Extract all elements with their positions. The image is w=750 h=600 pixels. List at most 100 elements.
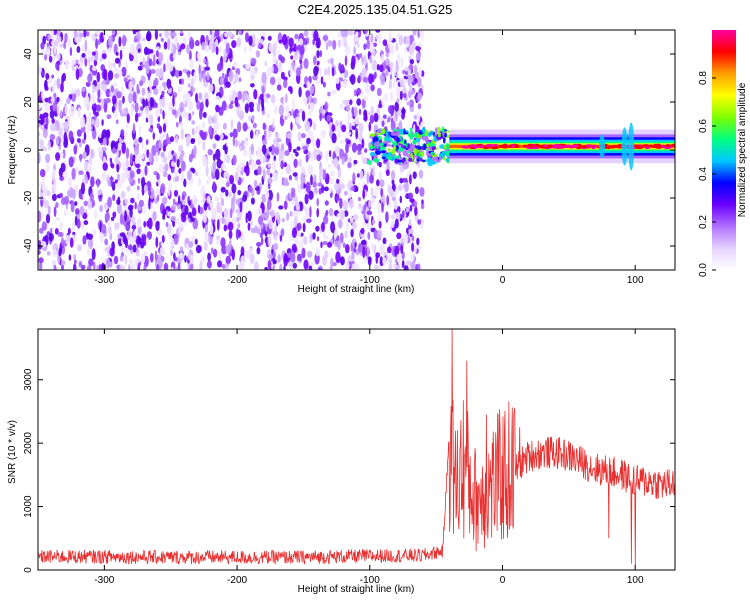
spectrogram-cell <box>349 216 354 224</box>
spectrogram-cell <box>99 32 105 43</box>
spectrogram-cell <box>81 53 86 58</box>
spectrogram-cell <box>53 41 59 47</box>
y-tick-label: 0 <box>23 147 34 153</box>
spectrogram-cell <box>391 170 396 181</box>
spectrogram-cell <box>226 142 229 147</box>
spectrogram-cell <box>407 75 411 87</box>
y-tick-label: 3000 <box>23 368 34 391</box>
spectrogram-cell <box>409 204 413 212</box>
spectrogram-cell <box>107 70 114 81</box>
spectrogram-cell <box>379 64 384 73</box>
spectrogram-cell <box>242 122 248 132</box>
spectrogram-cell <box>49 109 55 120</box>
spectrogram-cell <box>398 120 403 132</box>
spectrogram-cell <box>182 36 187 45</box>
spectrogram-core <box>573 144 579 148</box>
y-tick-label: -40 <box>23 238 34 253</box>
spectrogram-cell <box>379 146 386 151</box>
spectrogram-cell <box>150 69 156 74</box>
spectrogram-cell <box>252 122 257 129</box>
spectrogram-cell <box>289 86 293 95</box>
spectrogram-cell <box>384 93 388 102</box>
colorbar-tick-label: 0.0 <box>698 263 709 277</box>
spectrogram-cell <box>358 122 364 133</box>
spectrogram-cell <box>382 114 387 119</box>
spectrogram-cell <box>90 55 94 63</box>
spectrogram-core <box>513 145 520 148</box>
spectrogram-cell <box>339 256 345 266</box>
spectrogram-cell <box>122 108 126 115</box>
spectrogram-cell <box>128 258 133 264</box>
x-tick-label: -100 <box>360 275 380 286</box>
spectrogram-cell <box>351 124 357 131</box>
spectrogram-cell <box>406 101 411 106</box>
spectrogram-cell <box>283 255 289 267</box>
spectrogram-cell <box>382 39 388 47</box>
spectrogram-cell <box>176 158 180 168</box>
spectrogram-cell <box>331 133 337 144</box>
spectrogram-cell <box>306 137 311 145</box>
spectrogram-cell <box>270 209 276 218</box>
spectrogram-cell <box>62 149 66 159</box>
spectrogram-cell <box>296 116 300 124</box>
spectrogram-cell <box>112 211 117 218</box>
spectrogram-cell <box>59 43 65 48</box>
spectrogram-cell <box>327 241 332 248</box>
spectrogram-cell <box>352 172 356 183</box>
spectrogram-cell <box>375 150 381 155</box>
spectrogram-cell <box>173 189 179 197</box>
spectrogram-cell <box>305 90 311 98</box>
spectrogram-cell <box>221 100 227 111</box>
spectrogram-cell <box>241 234 245 243</box>
spectrogram-cell <box>156 264 160 270</box>
colorbar-tick-label: 0.8 <box>698 71 709 85</box>
spectrogram-cell <box>192 194 198 207</box>
spectrogram-cell <box>113 67 119 73</box>
spectrogram-cell <box>419 158 423 162</box>
spectrogram-cell <box>312 139 318 147</box>
spectrogram-cell <box>429 143 437 147</box>
spectrogram-cell <box>341 36 345 47</box>
spectrogram-cell <box>225 244 231 255</box>
spectrogram-cell <box>199 130 204 139</box>
spectrogram-cell <box>278 104 284 116</box>
spectrogram-cell <box>228 191 232 198</box>
spectrogram-cell <box>273 242 279 251</box>
spectrogram-cell <box>393 212 397 219</box>
spectrogram-cell <box>149 113 154 126</box>
spectrogram-cell <box>313 66 319 77</box>
spectrogram-cell <box>78 170 84 175</box>
spectrogram-cell <box>437 133 441 138</box>
spectrogram-cell <box>145 139 149 146</box>
spectrogram-cell <box>205 60 209 67</box>
spectrogram-core <box>498 144 504 148</box>
spectrogram-x-label: Height of straight line (km) <box>298 284 415 295</box>
spectrogram-cell <box>188 153 193 163</box>
spectrogram-cell <box>276 84 282 91</box>
spectrogram-cell <box>253 179 258 189</box>
spectrogram-cell <box>209 202 214 208</box>
spectrogram-cell <box>65 234 71 245</box>
spectrogram-cell <box>370 41 374 53</box>
spectrogram-feature <box>628 122 635 171</box>
spectrogram-cell <box>63 121 69 129</box>
spectrogram-cell <box>272 117 275 129</box>
spectrogram-cell <box>180 128 184 140</box>
spectrogram-cell <box>110 216 115 221</box>
spectrogram-cell <box>41 179 45 192</box>
spectrogram-cell <box>216 218 220 231</box>
spectrogram-cell <box>46 42 49 48</box>
spectrogram-cell <box>272 55 277 65</box>
spectrogram-cell <box>318 187 322 195</box>
spectrogram-cell <box>338 62 342 72</box>
spectrogram-cell <box>140 169 146 178</box>
spectrogram-cell <box>38 104 42 110</box>
spectrogram-cell <box>387 254 393 264</box>
spectrogram-cell <box>358 196 361 202</box>
spectrogram-cell <box>92 106 96 116</box>
spectrogram-cell <box>376 179 380 187</box>
spectrogram-cell <box>43 200 50 209</box>
spectrogram-y-ticks: -40 -20 0 20 40 <box>23 48 675 253</box>
spectrogram-cell <box>335 78 340 84</box>
spectrogram-cell <box>171 41 174 52</box>
